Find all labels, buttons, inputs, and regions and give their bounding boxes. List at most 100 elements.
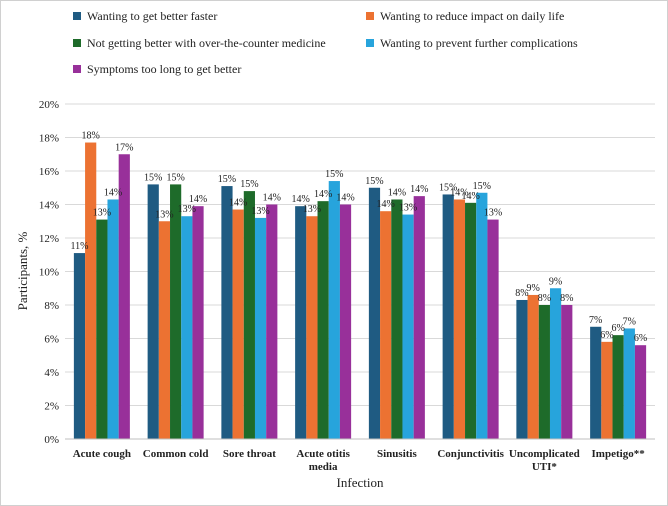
data-label: 18% <box>82 131 100 142</box>
bar <box>170 184 182 439</box>
data-label: 14% <box>189 194 207 205</box>
bar <box>391 199 403 439</box>
bar <box>527 294 539 439</box>
bar <box>601 341 613 439</box>
bar <box>442 194 454 439</box>
bar <box>181 216 193 439</box>
legend-label: Wanting to get better faster <box>87 9 217 23</box>
legend: Wanting to get better faster Wanting to r… <box>73 9 578 76</box>
bar <box>73 253 86 439</box>
data-label: 14% <box>450 187 468 198</box>
bar <box>107 199 119 439</box>
data-label: 15% <box>325 169 343 180</box>
data-label: 14% <box>314 189 332 200</box>
bar <box>561 305 573 439</box>
data-label: 15% <box>439 182 457 193</box>
bar <box>612 335 624 439</box>
y-axis-ticks: 0% 2% 4% 6% 8% 10% 12% 14% 16% 18% 20% <box>39 99 59 446</box>
data-label: 15% <box>144 172 162 183</box>
bar <box>243 191 255 439</box>
bar <box>413 196 425 439</box>
bar <box>118 154 130 439</box>
data-label: 15% <box>240 179 258 190</box>
y-tick-label: 16% <box>39 166 59 178</box>
data-label: 13% <box>251 206 269 217</box>
bar <box>85 142 97 439</box>
y-tick-label: 20% <box>39 99 59 111</box>
bar <box>306 216 318 439</box>
bar <box>317 201 329 439</box>
bars <box>73 142 647 440</box>
bar <box>549 288 562 439</box>
bar <box>623 328 635 439</box>
bar <box>232 209 244 439</box>
y-tick-label: 0% <box>44 434 59 446</box>
bar <box>634 345 647 439</box>
x-axis-title: Infection <box>337 475 384 490</box>
bar <box>266 204 278 439</box>
bar <box>221 186 233 439</box>
bar <box>487 219 499 439</box>
bar <box>453 199 466 439</box>
data-label: 14% <box>410 184 428 195</box>
data-label: 14% <box>104 187 122 198</box>
bar <box>339 204 352 439</box>
x-category-label: Sore throat <box>223 448 276 460</box>
y-tick-label: 10% <box>39 267 59 279</box>
legend-swatch <box>73 65 81 73</box>
x-category-label: Uncomplicated <box>509 448 580 460</box>
y-tick-label: 4% <box>44 367 59 379</box>
bar <box>254 217 267 439</box>
data-label: 15% <box>218 174 236 185</box>
legend-label: Wanting to prevent further complications <box>380 36 578 50</box>
legend-label: Symptoms too long to get better <box>87 62 241 76</box>
data-label: 13% <box>93 208 111 219</box>
data-label: 6% <box>611 323 624 334</box>
x-category-label: Common cold <box>143 448 209 460</box>
x-category-label: UTI* <box>532 461 558 473</box>
y-tick-label: 6% <box>44 334 59 346</box>
legend-swatch <box>73 39 81 47</box>
data-label: 14% <box>461 191 479 202</box>
bar <box>192 206 204 439</box>
data-label: 14% <box>336 193 354 204</box>
data-label: 8% <box>515 288 528 299</box>
legend-swatch <box>366 39 374 47</box>
bar <box>538 305 550 439</box>
data-label: 14% <box>263 193 281 204</box>
data-label: 11% <box>70 241 88 252</box>
data-label: 6% <box>600 330 613 341</box>
legend-swatch <box>73 12 81 20</box>
legend-label: Not getting better with over-the-counter… <box>87 36 326 50</box>
bar <box>147 184 159 439</box>
y-tick-label: 14% <box>39 200 59 212</box>
bar <box>465 202 477 439</box>
data-label: 13% <box>303 204 321 215</box>
data-label: 8% <box>538 293 551 304</box>
data-label: 7% <box>589 315 602 326</box>
x-category-label: media <box>309 461 338 473</box>
bar <box>402 214 414 439</box>
data-label: 9% <box>549 276 562 287</box>
legend-label: Wanting to reduce impact on daily life <box>380 9 564 23</box>
data-label: 6% <box>634 333 647 344</box>
x-category-label: Impetigo** <box>592 448 646 460</box>
bar <box>380 211 392 439</box>
x-category-label: Sinusitis <box>377 448 417 460</box>
y-tick-label: 8% <box>44 300 59 312</box>
x-category-label: Acute otitis <box>296 448 350 460</box>
bar <box>590 326 602 439</box>
y-axis-title: Participants, % <box>15 231 30 310</box>
data-label: 15% <box>365 176 383 187</box>
bar <box>158 221 171 439</box>
x-category-label: Conjunctivitis <box>437 448 504 460</box>
data-label: 14% <box>292 194 310 205</box>
data-label: 15% <box>473 181 491 192</box>
y-tick-label: 18% <box>39 133 59 145</box>
data-labels: 11%18%13%14%17%15%13%15%13%14%15%14%15%1… <box>70 131 647 345</box>
bar <box>476 192 488 439</box>
bar <box>368 187 381 439</box>
data-label: 14% <box>229 198 247 209</box>
legend-swatch <box>366 12 374 20</box>
data-label: 7% <box>623 316 636 327</box>
